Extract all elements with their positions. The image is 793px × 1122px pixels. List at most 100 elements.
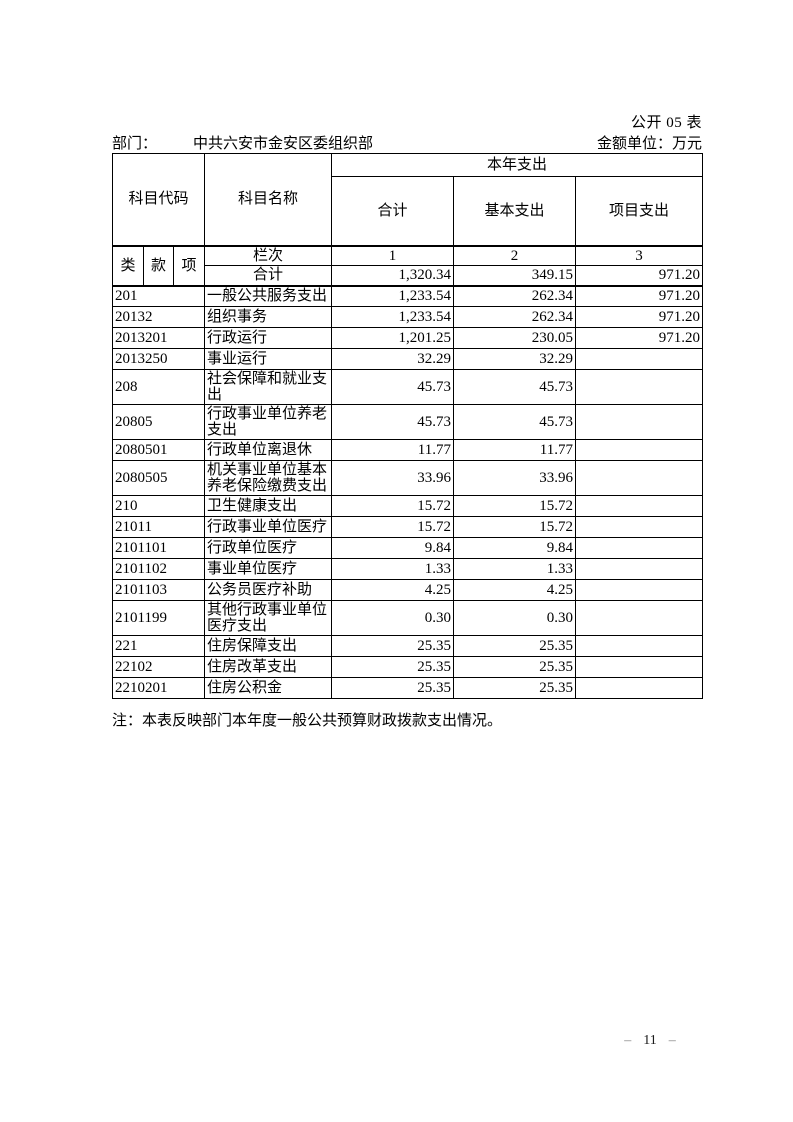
total-cell: 15.72 — [331, 516, 454, 538]
subject-code-header: 科目代码 — [112, 153, 205, 246]
subject-code-cell: 2080501 — [112, 439, 205, 461]
total-cell: 1,233.54 — [331, 306, 454, 328]
subject-code-cell: 2013201 — [112, 327, 205, 349]
total-cell: 45.73 — [331, 404, 454, 440]
section-header: 款 — [143, 244, 174, 286]
grand-total-row: 合计 1,320.34 349.15 971.20 — [113, 265, 703, 286]
table-row: 2080505 机关事业单位基本养老保险缴费支出 33.96 33.96 — [112, 460, 703, 496]
column-3-index: 3 — [575, 244, 703, 266]
subject-code-cell: 2101103 — [112, 579, 205, 601]
grand-total-basic: 349.15 — [453, 265, 576, 286]
subject-name-cell: 组织事务 — [204, 306, 332, 328]
subject-name-header: 科目名称 — [204, 153, 332, 246]
total-cell: 25.35 — [331, 677, 454, 699]
project-cell: 971.20 — [575, 327, 703, 349]
project-cell — [575, 516, 703, 538]
column-index-row: 类 款 项 栏次 1 2 3 — [112, 244, 703, 286]
subject-name-cell: 住房改革支出 — [204, 656, 332, 678]
subject-name-cell: 社会保障和就业支出 — [204, 369, 332, 405]
department-label: 部门： — [112, 136, 158, 152]
form-number-label: 公开 05 表 — [630, 115, 702, 131]
project-cell — [575, 558, 703, 580]
grand-total-project: 971.20 — [575, 265, 703, 286]
table-row: 2080501 行政单位离退休 11.77 11.77 — [112, 439, 703, 461]
column-2-index: 2 — [453, 244, 576, 266]
subject-code-cell: 2210201 — [112, 677, 205, 699]
total-cell: 4.25 — [331, 579, 454, 601]
subject-code-cell: 22102 — [112, 656, 205, 678]
project-cell — [575, 677, 703, 699]
basic-cell: 262.34 — [453, 284, 576, 307]
table-row: 210 卫生健康支出 15.72 15.72 — [112, 495, 703, 517]
department-name: 中共六安市金安区委组织部 — [193, 136, 374, 152]
subject-code-cell: 2101199 — [112, 600, 205, 636]
basic-cell: 45.73 — [453, 369, 576, 405]
table-row: 22102 住房改革支出 25.35 25.35 — [112, 656, 703, 678]
basic-cell: 230.05 — [453, 327, 576, 349]
current-year-expenditure-header: 本年支出 — [331, 153, 703, 177]
basic-cell: 32.29 — [453, 348, 576, 370]
table-row: 201 一般公共服务支出 1,233.54 262.34 971.20 — [112, 284, 703, 307]
subject-code-cell: 2013250 — [112, 348, 205, 370]
project-cell — [575, 439, 703, 461]
project-cell — [575, 600, 703, 636]
subject-code-cell: 201 — [112, 284, 205, 307]
project-cell — [575, 404, 703, 440]
header-row-2: 合计 基本支出 项目支出 — [113, 176, 703, 246]
project-expenditure-header: 项目支出 — [575, 176, 703, 246]
table-row: 20805 行政事业单位养老支出 45.73 45.73 — [112, 404, 703, 440]
footer-left-dash: – — [624, 1033, 632, 1048]
total-cell: 32.29 — [331, 348, 454, 370]
subject-code-cell: 20132 — [112, 306, 205, 328]
subject-name-cell: 事业运行 — [204, 348, 332, 370]
subject-code-cell: 2101101 — [112, 537, 205, 559]
total-cell: 1,201.25 — [331, 327, 454, 349]
subject-name-cell: 行政运行 — [204, 327, 332, 349]
subject-name-cell: 机关事业单位基本养老保险缴费支出 — [204, 460, 332, 496]
total-header: 合计 — [331, 176, 454, 246]
basic-cell: 11.77 — [453, 439, 576, 461]
project-cell — [575, 348, 703, 370]
subject-code-cell: 2101102 — [112, 558, 205, 580]
basic-cell: 262.34 — [453, 306, 576, 328]
total-cell: 9.84 — [331, 537, 454, 559]
subject-code-cell: 210 — [112, 495, 205, 517]
total-cell: 25.35 — [331, 656, 454, 678]
column-index-label: 栏次 — [204, 244, 332, 266]
expenditure-table: 科目代码 科目名称 本年支出 合计 基本支出 项目支出 类 款 项 栏次 1 2… — [112, 153, 703, 699]
table-row: 2101101 行政单位医疗 9.84 9.84 — [112, 537, 703, 559]
subject-code-cell: 208 — [112, 369, 205, 405]
subject-name-cell: 事业单位医疗 — [204, 558, 332, 580]
basic-cell: 4.25 — [453, 579, 576, 601]
project-cell — [575, 460, 703, 496]
meta-line: 部门： 中共六安市金安区委组织部 金额单位：万元 — [112, 132, 702, 153]
grand-total-total: 1,320.34 — [331, 265, 454, 286]
basic-cell: 15.72 — [453, 495, 576, 517]
basic-expenditure-header: 基本支出 — [453, 176, 576, 246]
basic-cell: 1.33 — [453, 558, 576, 580]
table-row: 2101199 其他行政事业单位医疗支出 0.30 0.30 — [112, 600, 703, 636]
item-header: 项 — [173, 244, 205, 286]
subject-name-cell: 其他行政事业单位医疗支出 — [204, 600, 332, 636]
subject-code-cell: 20805 — [112, 404, 205, 440]
project-cell — [575, 369, 703, 405]
project-cell — [575, 656, 703, 678]
table-row: 221 住房保障支出 25.35 25.35 — [112, 635, 703, 657]
basic-cell: 25.35 — [453, 635, 576, 657]
project-cell — [575, 635, 703, 657]
project-cell — [575, 495, 703, 517]
subject-name-cell: 一般公共服务支出 — [204, 284, 332, 307]
footer-right-dash: – — [668, 1033, 676, 1048]
total-cell: 33.96 — [331, 460, 454, 496]
table-row: 21011 行政事业单位医疗 15.72 15.72 — [112, 516, 703, 538]
subject-code-cell: 2080505 — [112, 460, 205, 496]
table-row: 2101103 公务员医疗补助 4.25 4.25 — [112, 579, 703, 601]
total-cell: 11.77 — [331, 439, 454, 461]
department-line: 部门： 中共六安市金安区委组织部 — [112, 132, 373, 153]
table-row: 208 社会保障和就业支出 45.73 45.73 — [112, 369, 703, 405]
table-row: 20132 组织事务 1,233.54 262.34 971.20 — [112, 306, 703, 328]
project-cell: 971.20 — [575, 306, 703, 328]
basic-cell: 15.72 — [453, 516, 576, 538]
subject-code-cell: 221 — [112, 635, 205, 657]
